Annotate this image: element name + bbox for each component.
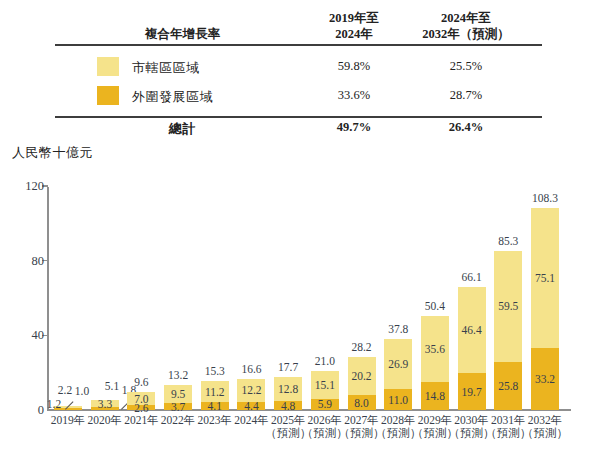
bar-urban-label: 75.1 [515,271,575,285]
y-tick-label: 80 [14,254,44,268]
x-axis-label: 2032年 [513,414,577,427]
y-tick-label: 120 [14,179,44,193]
page: 複合年增長率 2019年至 2024年 2024年至 2032年（預測） 市轄區… [0,0,602,464]
y-tick-label: 40 [14,328,44,342]
x-axis-forecast-note: （預測） [513,427,577,440]
bar-total-label: 50.4 [405,299,465,313]
bar-total-label: 85.3 [478,234,538,248]
bar-outer-label: 33.2 [515,372,575,386]
y-axis-line [47,187,49,411]
bar-urban-label: 59.5 [478,299,538,313]
bar-total-label: 66.1 [442,270,502,284]
bar-urban-label: 26.9 [368,357,428,371]
bar-total-label: 28.2 [332,340,392,354]
bar-total-label: 21.0 [295,354,355,368]
bar-total-label: 37.8 [368,322,428,336]
bar-urban-label: 35.6 [405,342,465,356]
bar-urban-label: 46.4 [442,323,502,337]
bar-total-label: 108.3 [515,191,575,205]
stacked-bar-chart: 040801202.21.01.22019年5.11.83.32020年9.67… [0,0,602,464]
